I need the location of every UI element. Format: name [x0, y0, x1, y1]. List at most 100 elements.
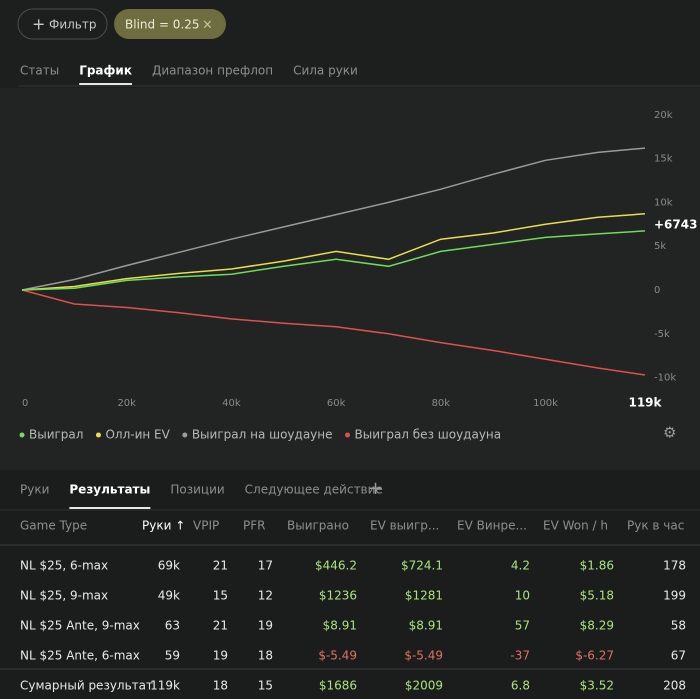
table-cell: 19 [258, 619, 273, 633]
series-line [21, 289, 646, 376]
column-header[interactable]: Game Type [20, 519, 87, 533]
y-tick-label: -5k [654, 329, 670, 340]
settings-icon[interactable]: ⚙ [663, 424, 676, 442]
tab[interactable]: Диапазон префлоп [152, 64, 273, 78]
column-header[interactable]: PFR [243, 519, 265, 533]
legend-dot [182, 432, 188, 438]
table-cell: 15 [213, 589, 228, 603]
x-tick-label: 40k [222, 398, 241, 409]
table-cell: $-5.49 [404, 649, 443, 663]
x-tick-label: 119k [628, 396, 662, 410]
table-cell: $2009 [405, 679, 443, 693]
add-tab[interactable]: + [368, 478, 383, 499]
tab[interactable]: Статы [20, 64, 59, 78]
x-tick-label: 100k [533, 398, 558, 409]
table-cell: 21 [213, 559, 228, 573]
table-cell: 199 [663, 589, 686, 603]
tab[interactable]: График [79, 64, 132, 78]
filter-button[interactable] [17, 8, 108, 40]
x-tick-label: 0 [22, 398, 28, 409]
legend-dot [19, 432, 25, 438]
series-line [21, 213, 646, 291]
table-cell: Сумарный результат [20, 679, 153, 693]
filter-label[interactable]: Фильтр [49, 18, 96, 32]
table-cell: $-5.49 [318, 649, 357, 663]
table-cell: 4.2 [511, 559, 530, 573]
table-cell: 19 [213, 649, 228, 663]
legend-label: Выиграл без шоудауна [355, 428, 502, 442]
table-tab[interactable]: Результаты [69, 483, 150, 497]
chip-close[interactable]: × [202, 18, 213, 33]
column-header[interactable]: Выиграно [287, 519, 349, 533]
table-cell: $1236 [319, 589, 357, 603]
table-cell: $8.91 [323, 619, 357, 633]
x-tick-label: 80k [432, 398, 451, 409]
legend-label: Выиграл на шоудауне [192, 428, 333, 442]
y-tick-label: 15k [654, 154, 673, 165]
table-cell: NL $25 Ante, 9-max [20, 619, 140, 633]
column-header[interactable]: EV Won / h [543, 519, 608, 533]
table-cell: 10 [515, 589, 530, 603]
table-cell: $1281 [405, 589, 443, 603]
table-cell: 208 [663, 679, 686, 693]
x-tick-label: 20k [117, 398, 136, 409]
table-cell: NL $25 Ante, 6-max [20, 649, 140, 663]
table-cell: 178 [663, 559, 686, 573]
table-cell: NL $25, 9-max [20, 589, 108, 603]
table-cell: 49k [158, 589, 180, 603]
table-cell: $8.91 [409, 619, 443, 633]
legend-label: Олл-ин EV [105, 428, 170, 442]
table-cell: 57 [515, 619, 530, 633]
tab[interactable]: Сила руки [293, 64, 358, 78]
table-panel [0, 470, 700, 699]
column-header[interactable]: Рук в час [627, 519, 684, 533]
table-tab[interactable]: Позиции [170, 483, 224, 497]
tab-underline [79, 83, 132, 85]
table-cell: 63 [165, 619, 180, 633]
table-cell: 21 [213, 619, 228, 633]
table-cell: 15 [258, 679, 273, 693]
table-cell: $1.86 [580, 559, 614, 573]
legend-dot [95, 432, 101, 438]
table-cell: -37 [510, 649, 530, 663]
column-header[interactable]: EV Винре... [457, 519, 527, 533]
filter-chip[interactable] [114, 9, 226, 39]
table-cell: 58 [671, 619, 686, 633]
table-cell: 119k [150, 679, 180, 693]
table-tab[interactable]: Руки [20, 483, 49, 497]
legend-label: Выиграл [29, 428, 83, 442]
table-cell: $724.1 [401, 559, 443, 573]
x-tick-label: 60k [327, 398, 346, 409]
table-cell: 18 [213, 679, 228, 693]
table-cell: $8.29 [580, 619, 614, 633]
column-header[interactable]: VPIP [193, 519, 219, 533]
table-cell: 6.8 [511, 679, 530, 693]
table-cell: 18 [258, 649, 273, 663]
y-tick-label: -10k [654, 373, 676, 384]
column-header[interactable]: Руки ↑ [142, 519, 185, 533]
table-cell: 17 [258, 559, 273, 573]
series-line [21, 147, 646, 291]
end-value-label: +6743 [654, 217, 697, 231]
table-cell: 12 [258, 589, 273, 603]
table-cell: 59 [165, 649, 180, 663]
table-cell: $-6.27 [575, 649, 614, 663]
table-cell: 67 [671, 649, 686, 663]
series-line [21, 230, 646, 291]
y-tick-label: 5k [654, 241, 666, 252]
table-cell: $5.18 [580, 589, 614, 603]
y-tick-label: 20k [654, 110, 673, 121]
table-tab-underline [69, 507, 151, 509]
chip-label: Blind = 0.25 [125, 18, 200, 32]
y-tick-label: 10k [654, 197, 673, 208]
table-tab[interactable]: Следующее действие [245, 483, 383, 497]
table-cell: $446.2 [315, 559, 357, 573]
table-cell: $1686 [319, 679, 357, 693]
legend-dot [345, 432, 351, 438]
table-cell: 69k [158, 559, 180, 573]
table-cell: $3.52 [580, 679, 614, 693]
chart-panel [0, 88, 700, 470]
column-header[interactable]: EV выигр... [370, 519, 439, 533]
